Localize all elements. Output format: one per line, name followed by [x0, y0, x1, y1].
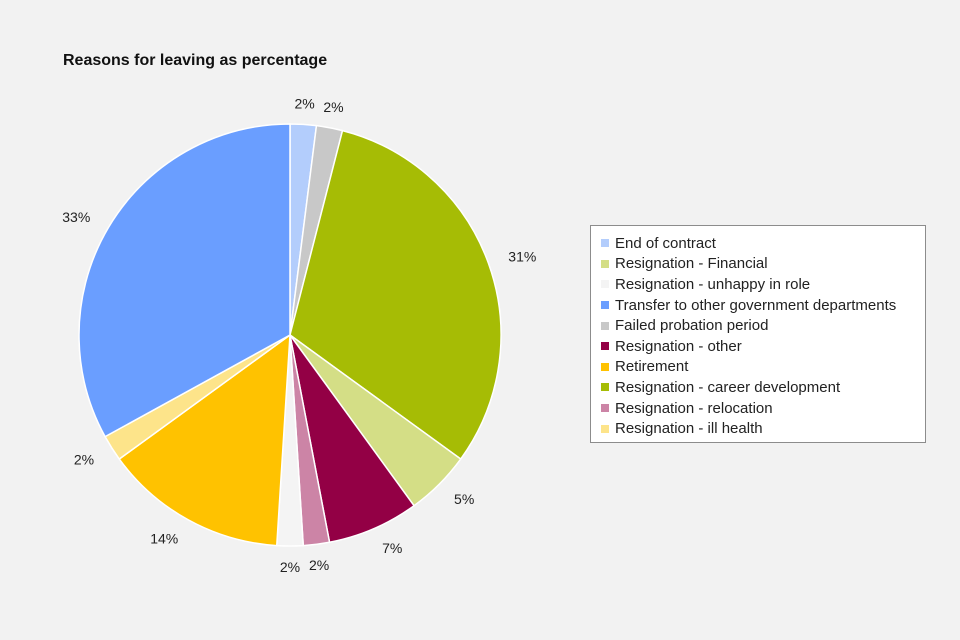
- slice-label: 2%: [280, 559, 300, 575]
- legend-swatch: [601, 259, 609, 268]
- legend-label: Transfer to other government departments: [615, 296, 897, 314]
- slice-label: 33%: [62, 209, 90, 225]
- legend-item: Resignation - other: [601, 336, 925, 357]
- slice-label: 31%: [508, 248, 536, 264]
- legend-label: Resignation - relocation: [615, 399, 773, 417]
- slice-label: 7%: [382, 540, 402, 556]
- legend-item: Retirement: [601, 357, 925, 378]
- slice-label: 2%: [309, 557, 329, 573]
- legend-swatch: [601, 321, 609, 330]
- pie-slice: [78, 123, 291, 438]
- legend-label: Resignation - ill health: [615, 420, 763, 438]
- legend-item: Failed probation period: [601, 315, 925, 336]
- legend-label: End of contract: [615, 234, 716, 252]
- legend-item: Resignation - Financial: [601, 254, 925, 275]
- pie-slices: [78, 123, 502, 547]
- legend-item: Resignation - ill health: [601, 418, 925, 439]
- legend-item: End of contract: [601, 233, 925, 254]
- pie-slice: [118, 333, 291, 547]
- legend-swatch: [601, 342, 609, 351]
- legend-swatch: [601, 239, 609, 248]
- legend-label: Resignation - Financial: [615, 255, 768, 273]
- legend-swatch: [601, 280, 609, 289]
- legend-swatch: [601, 424, 609, 433]
- legend-item: Resignation - career development: [601, 377, 925, 398]
- pie-slice: [289, 129, 502, 461]
- legend-label: Resignation - unhappy in role: [615, 275, 811, 293]
- legend-item: Resignation - relocation: [601, 398, 925, 419]
- legend-label: Retirement: [615, 358, 689, 376]
- legend-label: Resignation - other: [615, 337, 742, 355]
- legend-swatch: [601, 301, 609, 310]
- legend-swatch: [601, 362, 609, 371]
- legend-swatch: [601, 404, 609, 413]
- legend-label: Resignation - career development: [615, 378, 841, 396]
- chart-title: Reasons for leaving as percentage: [63, 52, 328, 69]
- legend-item: Transfer to other government departments: [601, 295, 925, 316]
- slice-label: 14%: [150, 530, 178, 546]
- pie-labels: 2% 2% 31% 5% 7% 2% 2% 14% 2% 33%: [62, 95, 536, 575]
- legend-item: Resignation - unhappy in role: [601, 274, 925, 295]
- slice-label: 2%: [74, 451, 94, 467]
- legend-swatch: [601, 383, 609, 392]
- slice-label: 5%: [454, 491, 474, 507]
- slice-label: 2%: [294, 95, 314, 111]
- legend-label: Failed probation period: [615, 317, 769, 335]
- chart-legend: End of contract Resignation - Financial Re…: [590, 225, 926, 443]
- slice-label: 2%: [323, 99, 343, 115]
